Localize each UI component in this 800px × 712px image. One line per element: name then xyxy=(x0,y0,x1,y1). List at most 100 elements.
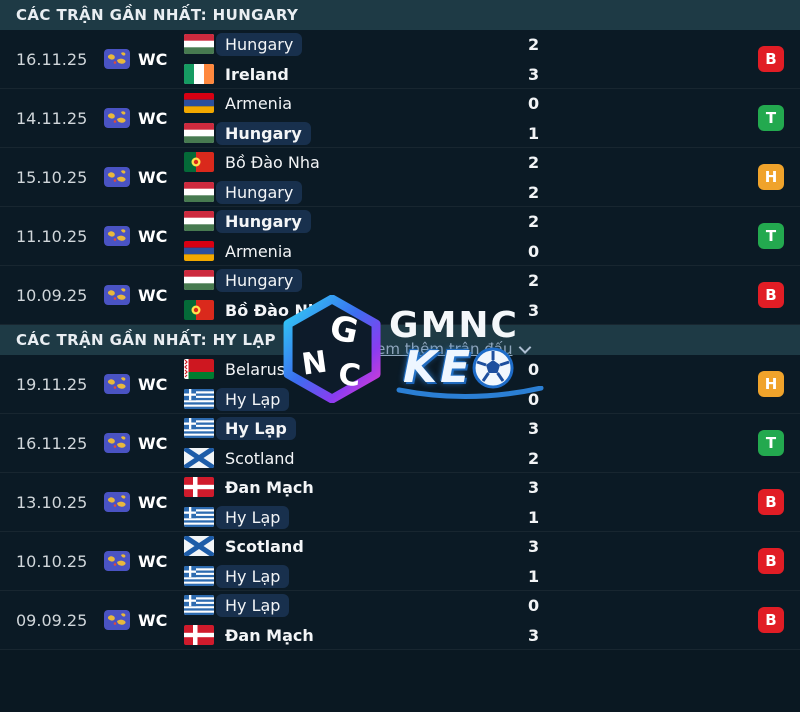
match-row[interactable]: 16.11.25 WC Hungary Ireland 2 3 B xyxy=(0,30,800,89)
section-hungary: CÁC TRẬN GẦN NHẤT: HUNGARY 16.11.25 WC H… xyxy=(0,0,800,325)
competition-label: WC xyxy=(138,49,168,69)
teams-column: Hungary Armenia xyxy=(184,209,520,264)
score-home: 0 xyxy=(528,595,540,615)
teams-column: Belarus Hy Lạp xyxy=(184,357,520,412)
score-home: 2 xyxy=(528,34,540,54)
world-cup-icon xyxy=(104,433,130,453)
team-row-away: Hungary xyxy=(184,121,520,146)
show-more-link[interactable]: Xem thêm trận đấu xyxy=(366,340,532,358)
match-row[interactable]: 10.09.25 WC Hungary Bồ Đào Nha 2 3 B xyxy=(0,266,800,325)
team-flag-icon xyxy=(184,507,214,527)
team-name: Hungary xyxy=(216,209,311,233)
team-name: Armenia xyxy=(225,93,293,113)
team-name: Scotland xyxy=(225,448,295,468)
team-name: Đan Mạch xyxy=(225,625,314,645)
match-date: 13.10.25 xyxy=(16,492,88,512)
team-row-home: Đan Mạch xyxy=(184,475,520,500)
team-name: Armenia xyxy=(225,241,293,261)
world-cup-icon xyxy=(104,492,130,512)
match-row[interactable]: 16.11.25 WC Hy Lạp Scotland 3 2 T xyxy=(0,414,800,473)
competition: WC xyxy=(104,108,184,128)
team-row-home: Hungary xyxy=(184,268,520,293)
competition: WC xyxy=(104,551,184,571)
score-home: 3 xyxy=(528,536,540,556)
team-row-away: Đan Mạch xyxy=(184,623,520,648)
team-row-home: Hy Lạp xyxy=(184,593,520,618)
show-more-label: Xem thêm trận đấu xyxy=(366,340,513,358)
score-away: 3 xyxy=(528,300,540,320)
match-row[interactable]: 11.10.25 WC Hungary Armenia 2 0 T xyxy=(0,207,800,266)
world-cup-icon xyxy=(104,285,130,305)
team-row-home: Hungary xyxy=(184,209,520,234)
result-badge: T xyxy=(758,223,784,249)
score-away: 2 xyxy=(528,448,540,468)
result-badge: T xyxy=(758,430,784,456)
team-name: Hungary xyxy=(216,32,303,56)
score-away: 1 xyxy=(528,566,540,586)
world-cup-icon xyxy=(104,610,130,630)
result-badge: B xyxy=(758,46,784,72)
team-flag-icon xyxy=(184,595,214,615)
team-flag-icon xyxy=(184,93,214,113)
competition-label: WC xyxy=(138,374,168,394)
competition-label: WC xyxy=(138,167,168,187)
team-flag-icon xyxy=(184,418,214,438)
team-name: Hungary xyxy=(216,268,303,292)
team-name: Hungary xyxy=(216,180,303,204)
score-home: 2 xyxy=(528,270,540,290)
score-column: 0 1 xyxy=(520,91,566,146)
teams-column: Đan Mạch Hy Lạp xyxy=(184,475,520,530)
teams-column: Hungary Ireland xyxy=(184,32,520,87)
score-column: 2 2 xyxy=(520,150,566,205)
world-cup-icon xyxy=(104,108,130,128)
team-row-away: Ireland xyxy=(184,62,520,87)
result-badge: H xyxy=(758,371,784,397)
section-title: CÁC TRẬN GẦN NHẤT: HUNGARY xyxy=(0,0,800,30)
match-row[interactable]: 10.10.25 WC Scotland Hy Lạp 3 1 B xyxy=(0,532,800,591)
section-greece: CÁC TRẬN GẦN NHẤT: HY LẠP 19.11.25 WC Be… xyxy=(0,325,800,650)
match-row[interactable]: 14.11.25 WC Armenia Hungary 0 1 T xyxy=(0,89,800,148)
score-away: 3 xyxy=(528,625,540,645)
team-flag-icon xyxy=(184,270,214,290)
competition: WC xyxy=(104,167,184,187)
score-away: 0 xyxy=(528,241,540,261)
match-date: 16.11.25 xyxy=(16,433,88,453)
team-row-away: Hy Lạp xyxy=(184,505,520,530)
team-name: Ireland xyxy=(225,64,289,84)
competition: WC xyxy=(104,492,184,512)
team-name: Scotland xyxy=(225,536,304,556)
team-flag-icon xyxy=(184,625,214,645)
match-row[interactable]: 19.11.25 WC Belarus Hy Lạp 0 0 H xyxy=(0,355,800,414)
team-flag-icon xyxy=(184,300,214,320)
team-row-away: Bồ Đào Nha xyxy=(184,298,520,323)
score-home: 3 xyxy=(528,418,540,438)
team-name: Hy Lạp xyxy=(216,505,290,529)
competition-label: WC xyxy=(138,433,168,453)
team-row-away: Hy Lạp xyxy=(184,564,520,589)
team-name: Bồ Đào Nha xyxy=(225,300,331,320)
score-column: 3 1 xyxy=(520,534,566,589)
team-flag-icon xyxy=(184,34,214,54)
team-flag-icon xyxy=(184,389,214,409)
team-row-away: Hungary xyxy=(184,180,520,205)
team-row-away: Armenia xyxy=(184,239,520,264)
competition-label: WC xyxy=(138,226,168,246)
match-row[interactable]: 13.10.25 WC Đan Mạch Hy Lạp 3 1 B xyxy=(0,473,800,532)
world-cup-icon xyxy=(104,167,130,187)
team-name: Hy Lạp xyxy=(216,564,290,588)
score-column: 0 0 xyxy=(520,357,566,412)
team-name: Hy Lạp xyxy=(216,593,290,617)
competition: WC xyxy=(104,374,184,394)
team-name: Belarus xyxy=(225,359,286,379)
score-away: 1 xyxy=(528,507,540,527)
match-row[interactable]: 15.10.25 WC Bồ Đào Nha Hungary 2 2 H xyxy=(0,148,800,207)
team-row-away: Scotland xyxy=(184,446,520,471)
team-name: Hy Lạp xyxy=(216,387,290,411)
team-flag-icon xyxy=(184,152,214,172)
team-flag-icon xyxy=(184,123,214,143)
match-date: 15.10.25 xyxy=(16,167,88,187)
team-flag-icon xyxy=(184,448,214,468)
teams-column: Hy Lạp Đan Mạch xyxy=(184,593,520,648)
competition: WC xyxy=(104,285,184,305)
match-row[interactable]: 09.09.25 WC Hy Lạp Đan Mạch 0 3 B xyxy=(0,591,800,650)
